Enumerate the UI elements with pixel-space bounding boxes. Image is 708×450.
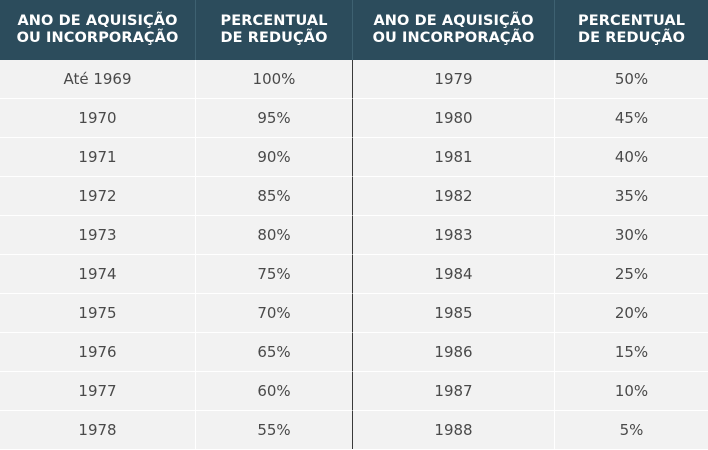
table-row: 1976 65% 1986 15% [0,333,708,372]
header-line: PERCENTUAL [577,13,686,29]
table-row: 1978 55% 1988 5% [0,411,708,449]
table-row: 1977 60% 1987 10% [0,372,708,411]
percent-cell: 100% [196,60,353,99]
year-cell: 1975 [0,294,196,333]
year-cell: 1974 [0,255,196,294]
header-row: ANO DE AQUISIÇÃO OU INCORPORAÇÃO PERCENT… [0,0,708,60]
header-line: DE REDUÇÃO [220,30,328,46]
percent-cell: 65% [196,333,353,372]
year-cell: 1988 [353,411,555,449]
percent-cell: 85% [196,177,353,216]
header-line: ANO DE AQUISIÇÃO [17,13,178,29]
percent-cell: 55% [196,411,353,449]
year-cell: 1973 [0,216,196,255]
header-line: ANO DE AQUISIÇÃO [373,13,534,29]
table-row: 1973 80% 1983 30% [0,216,708,255]
table-row: 1974 75% 1984 25% [0,255,708,294]
header-line: OU INCORPORAÇÃO [372,30,535,46]
header-reduction-percent-right: PERCENTUAL DE REDUÇÃO [555,0,708,60]
table-row: Até 1969 100% 1979 50% [0,60,708,99]
percent-cell: 35% [555,177,708,216]
year-cell: 1983 [353,216,555,255]
year-cell: 1976 [0,333,196,372]
year-cell: 1984 [353,255,555,294]
header-line: DE REDUÇÃO [577,30,686,46]
header-acquisition-year-left: ANO DE AQUISIÇÃO OU INCORPORAÇÃO [0,0,196,60]
year-cell: 1979 [353,60,555,99]
table-row: 1972 85% 1982 35% [0,177,708,216]
table-row: 1975 70% 1985 20% [0,294,708,333]
year-cell: 1981 [353,138,555,177]
year-cell: 1982 [353,177,555,216]
percent-cell: 80% [196,216,353,255]
year-cell: 1971 [0,138,196,177]
percent-cell: 20% [555,294,708,333]
table-row: 1970 95% 1980 45% [0,99,708,138]
percent-cell: 5% [555,411,708,449]
percent-cell: 95% [196,99,353,138]
year-cell: 1986 [353,333,555,372]
percent-cell: 50% [555,60,708,99]
year-cell: 1987 [353,372,555,411]
header-reduction-percent-left: PERCENTUAL DE REDUÇÃO [196,0,353,60]
year-cell: 1978 [0,411,196,449]
year-cell: 1972 [0,177,196,216]
header-line: OU INCORPORAÇÃO [16,30,179,46]
percent-cell: 10% [555,372,708,411]
header-line: PERCENTUAL [220,13,328,29]
percent-cell: 75% [196,255,353,294]
percent-cell: 40% [555,138,708,177]
percent-cell: 30% [555,216,708,255]
percent-cell: 15% [555,333,708,372]
percent-cell: 45% [555,99,708,138]
percent-cell: 25% [555,255,708,294]
year-cell: 1977 [0,372,196,411]
percent-cell: 70% [196,294,353,333]
table-row: 1971 90% 1981 40% [0,138,708,177]
year-cell: 1970 [0,99,196,138]
year-cell: 1985 [353,294,555,333]
percent-cell: 60% [196,372,353,411]
year-cell: Até 1969 [0,60,196,99]
percent-cell: 90% [196,138,353,177]
header-acquisition-year-right: ANO DE AQUISIÇÃO OU INCORPORAÇÃO [353,0,555,60]
year-cell: 1980 [353,99,555,138]
